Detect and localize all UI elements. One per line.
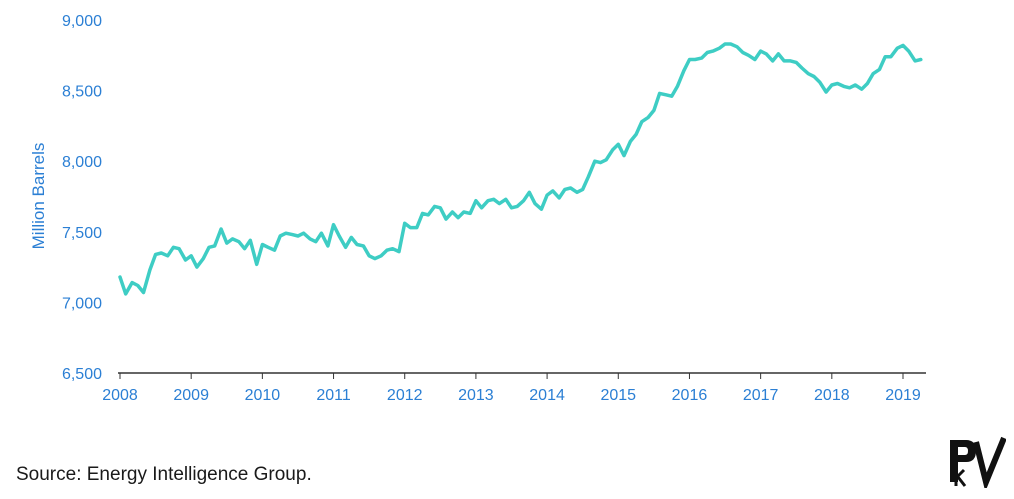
y-axis-label: Million Barrels: [29, 143, 48, 250]
x-tick-label: 2009: [173, 387, 209, 404]
y-tick-label: 8,500: [62, 84, 102, 101]
plot-area: [118, 42, 923, 296]
y-tick-label: 7,000: [62, 295, 102, 312]
y-axis-ticks: 6,500 7,000 7,500 8,000 8,500 9,000: [62, 13, 102, 383]
x-tick-label: 2011: [316, 387, 351, 404]
x-tick-label: 2010: [245, 387, 281, 404]
x-tick-label: 2017: [743, 387, 779, 404]
x-tick-label: 2019: [885, 387, 921, 404]
x-tick-label: 2015: [600, 387, 636, 404]
x-tick-label: 2012: [387, 387, 423, 404]
y-tick-label: 6,500: [62, 366, 102, 383]
y-tick-label: 9,000: [62, 13, 102, 30]
x-axis-ticks: 2008 2009 2010 2011 2012 2013 2014 2015 2016 2017…: [102, 373, 921, 404]
source-note: Source: Energy Intelligence Group.: [16, 464, 312, 485]
series-line: [118, 42, 923, 296]
x-tick-label: 2008: [102, 387, 138, 404]
pv-logo-icon: [946, 434, 1007, 492]
x-tick-label: 2018: [814, 387, 850, 404]
x-tick-label: 2013: [458, 387, 494, 404]
y-tick-label: 7,500: [62, 225, 102, 242]
y-tick-label: 8,000: [62, 154, 102, 171]
x-tick-label: 2014: [529, 387, 565, 404]
x-tick-label: 2016: [672, 387, 708, 404]
